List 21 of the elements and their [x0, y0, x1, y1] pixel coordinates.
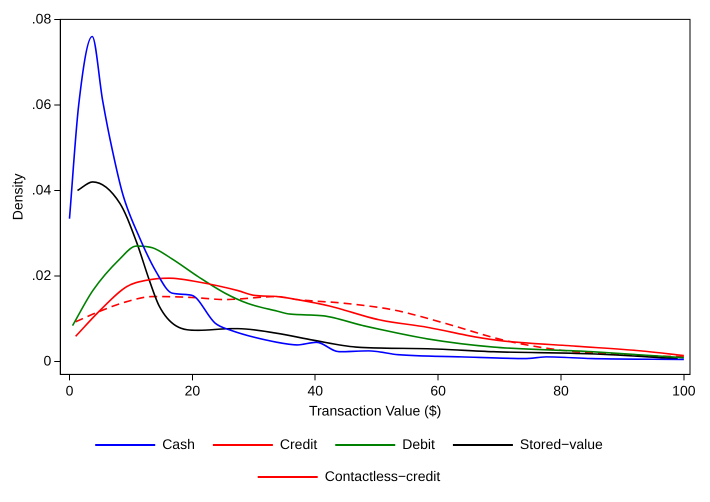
- legend-label: Credit: [280, 436, 318, 452]
- y-tick-label: .04: [32, 181, 52, 198]
- legend-label: Debit: [402, 436, 436, 452]
- x-axis-title: Transaction Value ($): [308, 402, 442, 418]
- x-tick-label: 60: [430, 382, 446, 399]
- x-tick-label: 20: [184, 382, 200, 399]
- legend-label: Cash: [162, 436, 195, 452]
- legend-label: Contactless−credit: [324, 468, 440, 484]
- y-axis-title: Density: [9, 174, 26, 220]
- x-tick-label: 80: [553, 382, 569, 399]
- x-tick-label: 100: [672, 382, 696, 399]
- legend-label: Stored−value: [520, 436, 604, 452]
- line-series: [72, 245, 685, 359]
- x-tick-label: 0: [66, 382, 74, 399]
- x-tick-label: 40: [307, 382, 324, 399]
- y-tick-label: 0: [43, 352, 52, 368]
- line-series: [68, 36, 685, 360]
- y-tick-label: .06: [32, 96, 52, 112]
- y-tick-label: .02: [32, 266, 52, 283]
- line-series: [76, 181, 679, 360]
- y-tick-label: .08: [32, 10, 52, 26]
